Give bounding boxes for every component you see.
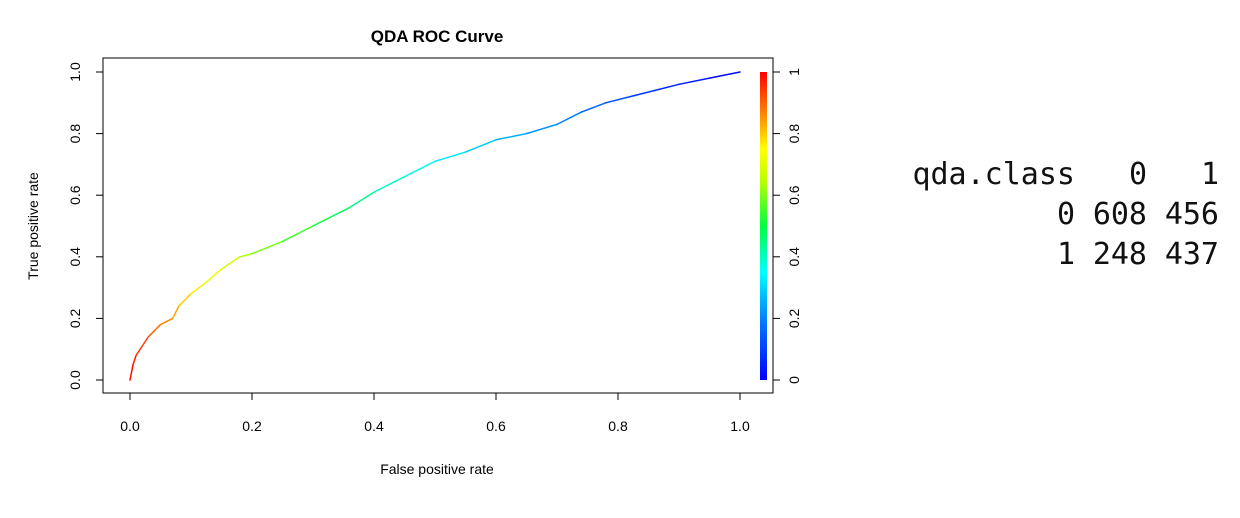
roc-segment bbox=[132, 354, 137, 366]
roc-segment bbox=[580, 102, 607, 113]
y-tick-label: 0.8 bbox=[67, 124, 83, 144]
roc-segment bbox=[464, 139, 497, 153]
x-axis-label: False positive rate bbox=[380, 461, 494, 477]
roc-segment bbox=[147, 329, 156, 338]
roc-segment bbox=[190, 283, 204, 295]
confusion-row-label: 0 bbox=[1056, 197, 1075, 232]
x-tick-label: 1.0 bbox=[730, 418, 750, 434]
y-axis-label: True positive rate bbox=[25, 172, 41, 280]
x-axis: 0.0 0.2 0.4 0.6 0.8 1.0 bbox=[120, 392, 750, 434]
confusion-cell: 608 bbox=[1092, 197, 1147, 232]
roc-segment bbox=[178, 293, 192, 307]
x-tick-label: 0.8 bbox=[608, 418, 628, 434]
colorbar-tick-label: 1 bbox=[786, 68, 802, 76]
confusion-row-label: 1 bbox=[1056, 237, 1075, 272]
colorbar-tick-label: 0.2 bbox=[786, 308, 802, 328]
confusion-row: 1 248 437 bbox=[905, 235, 1219, 275]
roc-segment bbox=[434, 151, 467, 163]
x-tick-label: 0.6 bbox=[486, 418, 506, 434]
roc-segment bbox=[629, 89, 656, 98]
colorbar-axis: 0 0.2 0.4 0.6 0.8 1 bbox=[772, 68, 802, 384]
roc-segment bbox=[159, 317, 174, 326]
plot-frame bbox=[102, 57, 774, 394]
roc-segment bbox=[153, 323, 162, 332]
x-tick-label: 0.4 bbox=[364, 418, 384, 434]
roc-segment bbox=[141, 336, 150, 347]
colorbar-tick-label: 0.6 bbox=[786, 185, 802, 205]
confusion-cell: 437 bbox=[1164, 237, 1219, 272]
x-tick-label: 0.2 bbox=[242, 418, 262, 434]
roc-segment bbox=[678, 77, 711, 86]
roc-segment bbox=[605, 95, 631, 104]
roc-segment bbox=[129, 363, 134, 381]
confusion-header-label: qda.class bbox=[912, 157, 1075, 192]
roc-segment bbox=[373, 175, 406, 193]
x-tick-label: 0.0 bbox=[120, 418, 140, 434]
confusion-table: qda.class 0 1 0 608 456 1 248 437 bbox=[905, 155, 1219, 275]
roc-segment bbox=[171, 305, 180, 320]
confusion-header-col-0: 0 bbox=[1128, 157, 1147, 192]
confusion-cell: 456 bbox=[1164, 197, 1219, 232]
colorbar bbox=[760, 72, 767, 380]
roc-segment bbox=[556, 111, 583, 126]
roc-segment bbox=[653, 83, 680, 92]
roc-segment bbox=[239, 252, 253, 258]
colorbar-tick-label: 0.8 bbox=[786, 124, 802, 144]
roc-segment bbox=[251, 240, 284, 255]
y-axis: 0.0 0.2 0.4 0.6 0.8 1.0 bbox=[67, 62, 104, 390]
roc-segment bbox=[220, 256, 241, 270]
roc-segment bbox=[525, 123, 558, 135]
confusion-cell: 248 bbox=[1092, 237, 1147, 272]
roc-segment bbox=[312, 216, 333, 227]
roc-segment bbox=[708, 71, 741, 79]
y-tick-label: 0.6 bbox=[67, 185, 83, 205]
colorbar-tick-label: 0 bbox=[786, 376, 802, 384]
y-tick-label: 0.2 bbox=[67, 308, 83, 328]
y-tick-label: 0.0 bbox=[67, 370, 83, 390]
roc-curve bbox=[129, 71, 741, 381]
roc-segment bbox=[330, 206, 351, 218]
colorbar-tick-label: 0.4 bbox=[786, 247, 802, 267]
roc-segment bbox=[135, 345, 143, 357]
roc-segment bbox=[403, 160, 436, 178]
y-tick-label: 0.4 bbox=[67, 247, 83, 267]
confusion-row: 0 608 456 bbox=[905, 195, 1219, 235]
confusion-header-col-1: 1 bbox=[1200, 157, 1219, 192]
roc-segment bbox=[348, 191, 375, 209]
roc-segment bbox=[202, 268, 223, 286]
confusion-header-row: qda.class 0 1 bbox=[905, 155, 1219, 195]
roc-segment bbox=[281, 225, 314, 243]
y-tick-label: 1.0 bbox=[67, 62, 83, 82]
chart-title: QDA ROC Curve bbox=[371, 27, 504, 46]
roc-segment bbox=[495, 132, 528, 141]
